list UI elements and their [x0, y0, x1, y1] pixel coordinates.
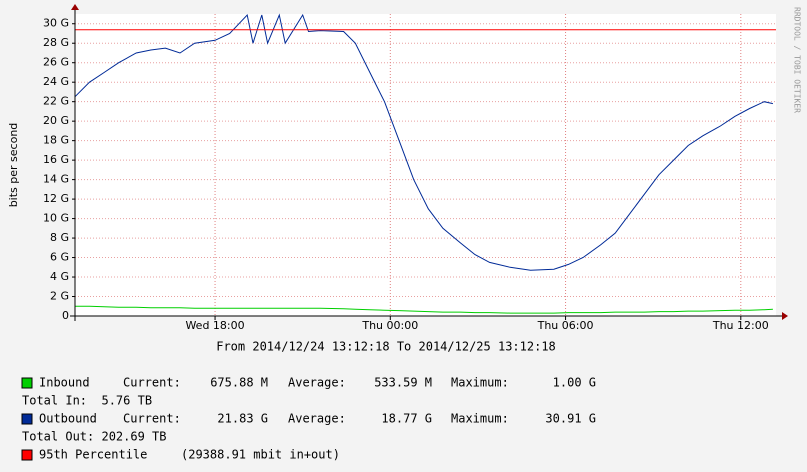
series-line: [74, 13, 774, 271]
stat-value: 18.77 G: [381, 412, 432, 426]
y-tick-label: 12 G: [43, 192, 69, 205]
y-tick-label: 6 G: [50, 251, 69, 264]
y-axis-arrow: [71, 4, 79, 10]
y-tick-label: 26 G: [43, 56, 69, 69]
y-tick-label: 24 G: [43, 75, 69, 88]
stat-value: 675.88 M: [210, 376, 268, 390]
legend-swatch: [21, 377, 33, 389]
stat-label: Current:: [123, 376, 181, 390]
x-tick-label: Thu 12:00: [712, 319, 769, 332]
legend-swatch: [21, 449, 33, 461]
x-tick-label: Wed 18:00: [185, 319, 244, 332]
legend-label: Outbound: [39, 412, 97, 426]
y-tick-label: 14 G: [43, 173, 69, 186]
y-tick-label: 4 G: [50, 270, 69, 283]
total-label: Total In: 5.76 TB: [22, 394, 152, 408]
y-axis-label: bits per second: [7, 123, 20, 208]
y-tick-label: 18 G: [43, 134, 69, 147]
y-tick-label: 22 G: [43, 95, 69, 108]
subtitle: From 2014/12/24 13:12:18 To 2014/12/25 1…: [216, 340, 556, 354]
x-tick-label: Thu 00:00: [361, 319, 418, 332]
percentile-note: (29388.91 mbit in+out): [181, 448, 340, 462]
series-line: [74, 305, 773, 314]
stat-label: Current:: [123, 412, 181, 426]
y-tick-label: 20 G: [43, 114, 69, 127]
stat-label: Average:: [288, 376, 346, 390]
y-tick-label: 10 G: [43, 212, 69, 225]
legend-label: 95th Percentile: [39, 448, 147, 462]
watermark: RRDTOOL / TOBI OETIKER: [793, 7, 802, 113]
y-tick-label: 2 G: [50, 290, 69, 303]
y-tick-label: 8 G: [50, 231, 69, 244]
y-tick-label: 30 G: [43, 17, 69, 30]
stat-value: 30.91 G: [545, 412, 596, 426]
stat-label: Maximum:: [451, 412, 509, 426]
stat-value: 21.83 G: [217, 412, 268, 426]
legend-label: Inbound: [39, 376, 90, 390]
stat-value: 1.00 G: [553, 376, 596, 390]
legend-swatch: [21, 413, 33, 425]
y-tick-label: 0: [62, 309, 69, 322]
y-tick-label: 16 G: [43, 153, 69, 166]
y-tick-label: 28 G: [43, 36, 69, 49]
stat-value: 533.59 M: [374, 376, 432, 390]
total-label: Total Out: 202.69 TB: [22, 430, 167, 444]
x-tick-label: Thu 06:00: [537, 319, 594, 332]
x-axis-arrow: [782, 312, 788, 320]
plot-area: [75, 14, 776, 316]
stat-label: Average:: [288, 412, 346, 426]
stat-label: Maximum:: [451, 376, 509, 390]
